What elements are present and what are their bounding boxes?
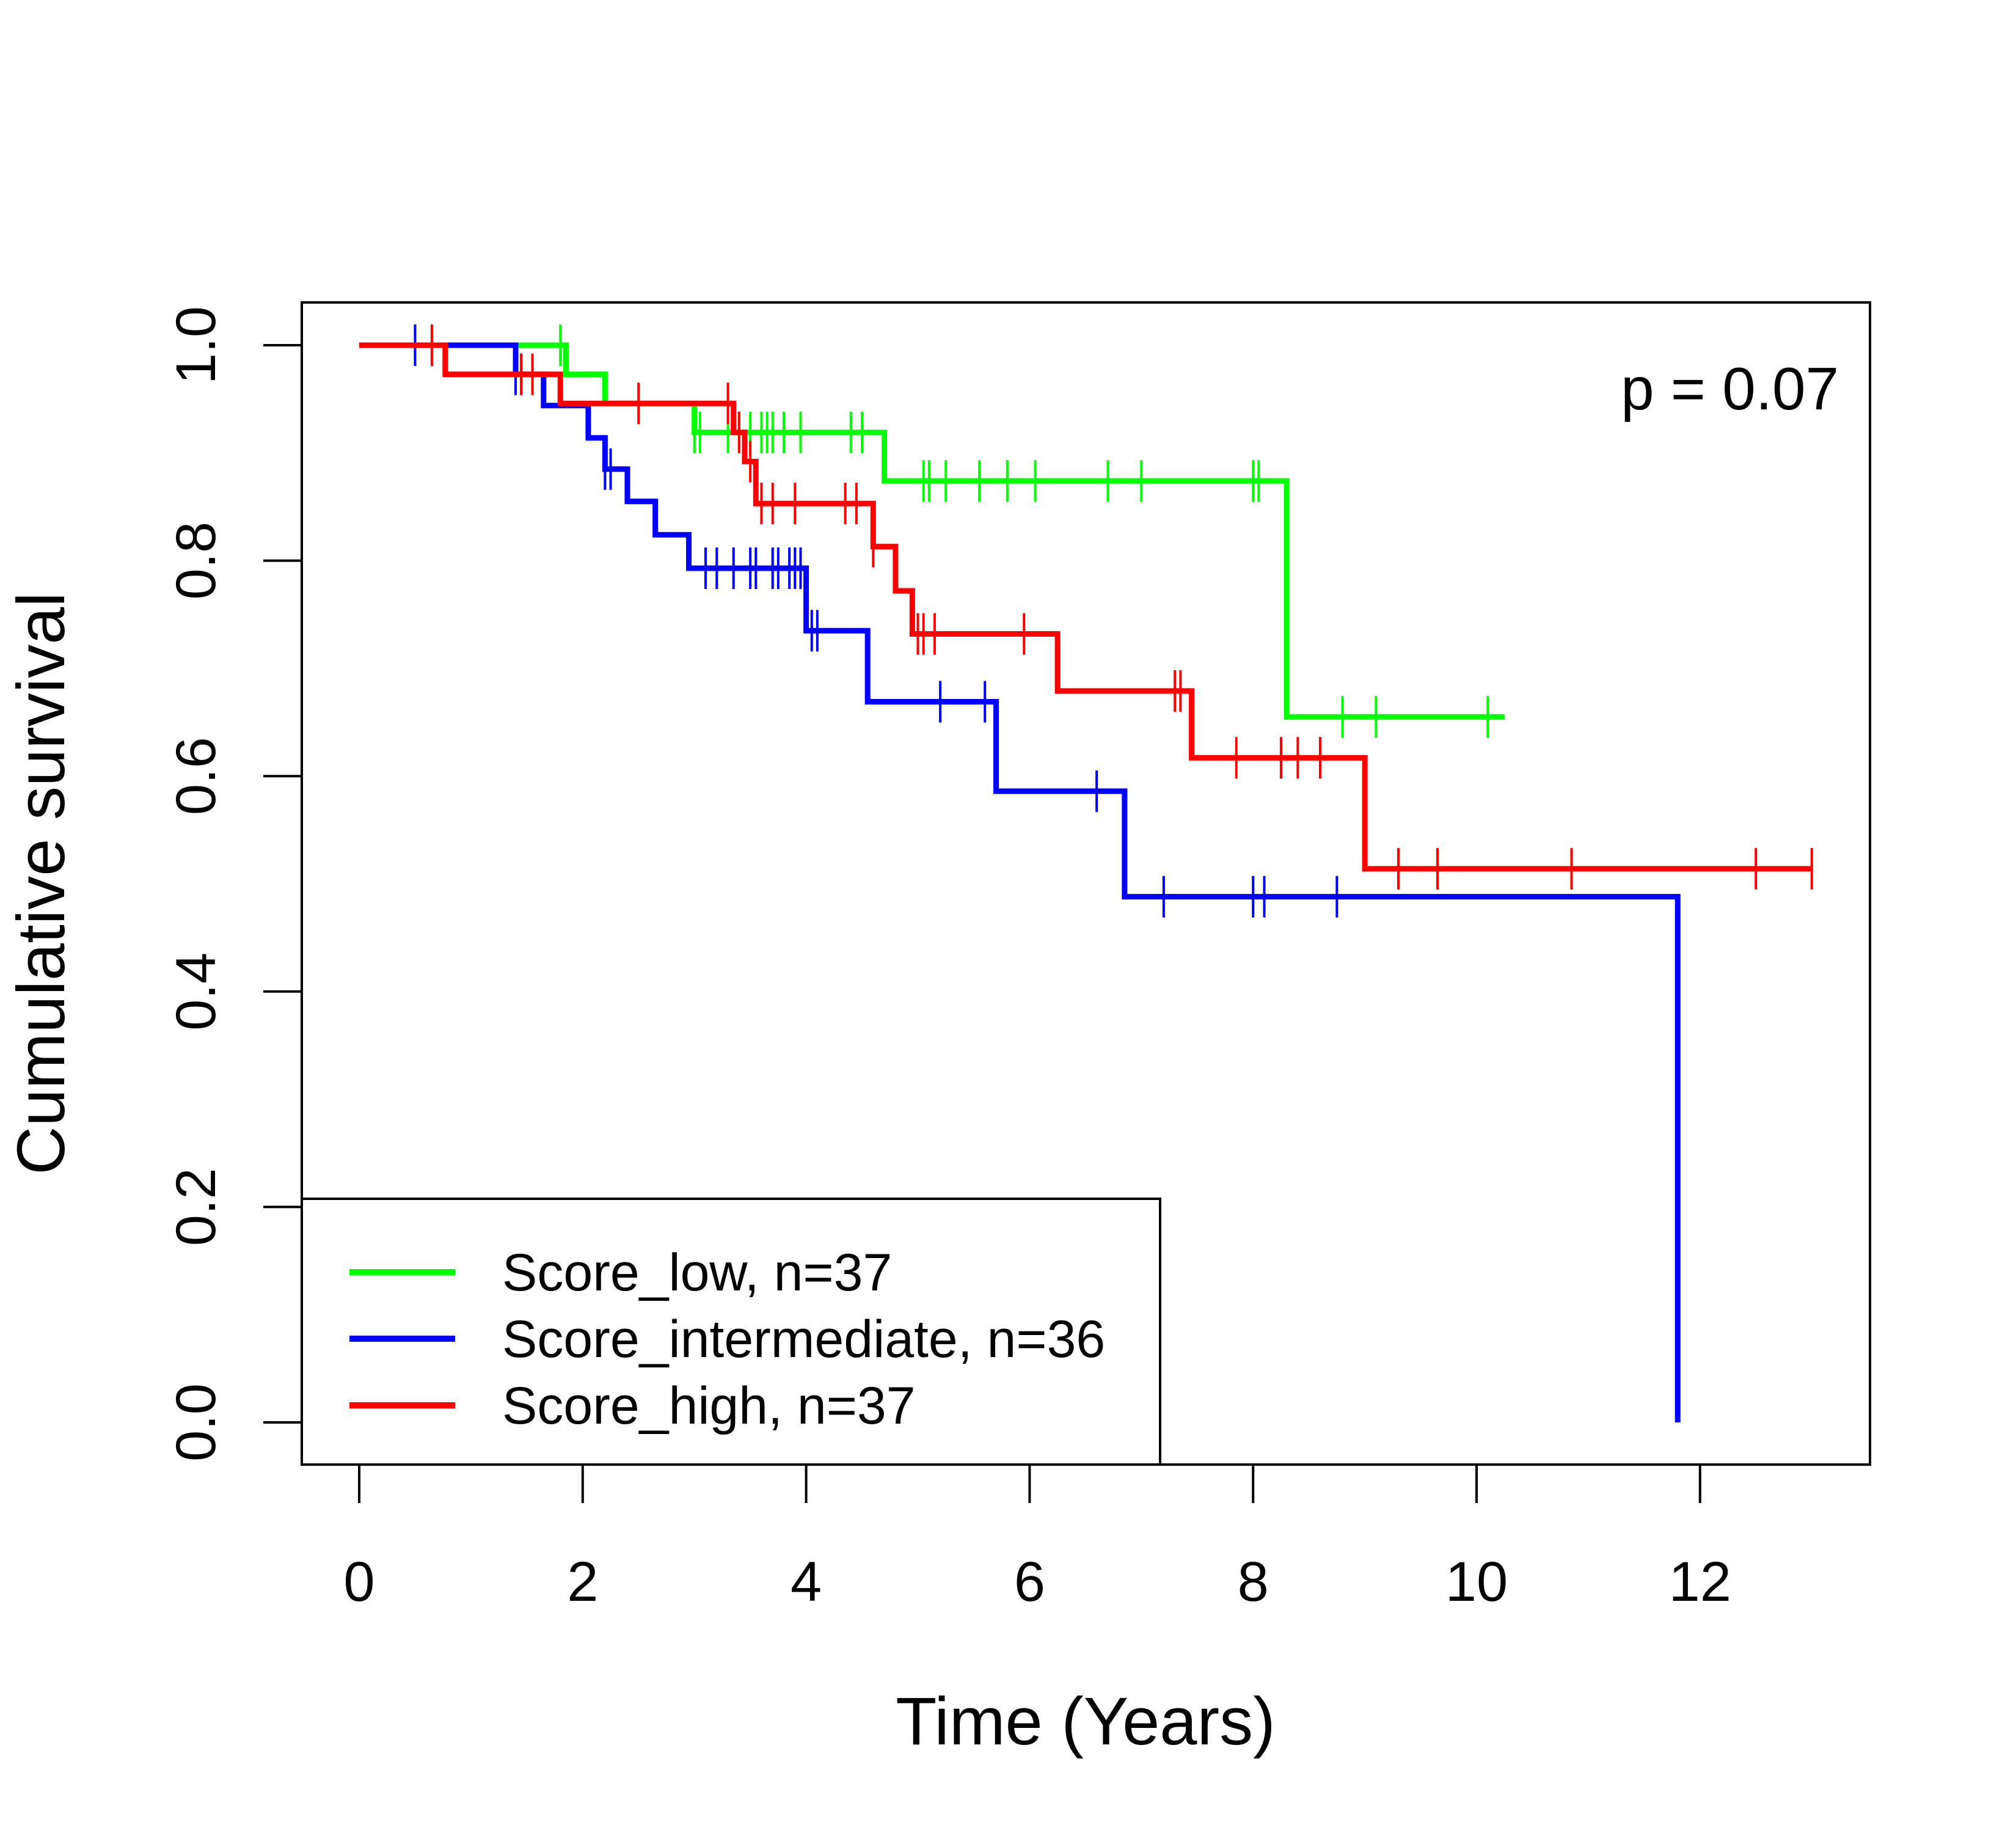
x-tick-label: 4 [791,1551,822,1613]
y-tick-label: 0.6 [165,737,227,815]
y-tick-label: 1.0 [165,306,227,384]
series-curve-0 [359,342,1505,720]
p-value-annotation: p = 0.07 [1621,355,1839,422]
x-axis: 0 2 4 6 8 10 12 [343,1463,1731,1613]
y-tick-label: 0.0 [165,1383,227,1462]
series-curve-2 [359,342,1812,872]
x-tick-label: 8 [1238,1551,1269,1613]
legend-label: Score_intermediate, n=36 [502,1310,1105,1369]
y-tick-label: 0.2 [165,1168,227,1246]
legend-label: Score_high, n=37 [502,1377,916,1435]
y-tick-label: 0.4 [165,953,227,1031]
legend-label: Score_low, n=37 [502,1243,892,1302]
legend-box [301,1198,1161,1466]
x-tick-label: 12 [1669,1551,1731,1613]
x-tick-label: 0 [343,1551,374,1613]
x-tick-label: 10 [1445,1551,1508,1613]
series-layer [359,324,1813,1422]
x-axis-title: Time (Years) [896,1684,1275,1759]
x-tick-label: 6 [1014,1551,1045,1613]
x-tick-label: 2 [567,1551,598,1613]
series-curve-1 [359,342,1681,1422]
legend: Score_low, n=37 Score_intermediate, n=36 S… [301,1198,1161,1466]
y-axis-title: Cumulative survival [4,592,79,1175]
y-tick-label: 0.8 [165,522,227,600]
y-axis: 0.0 0.2 0.4 0.6 0.8 1.0 [165,306,303,1462]
